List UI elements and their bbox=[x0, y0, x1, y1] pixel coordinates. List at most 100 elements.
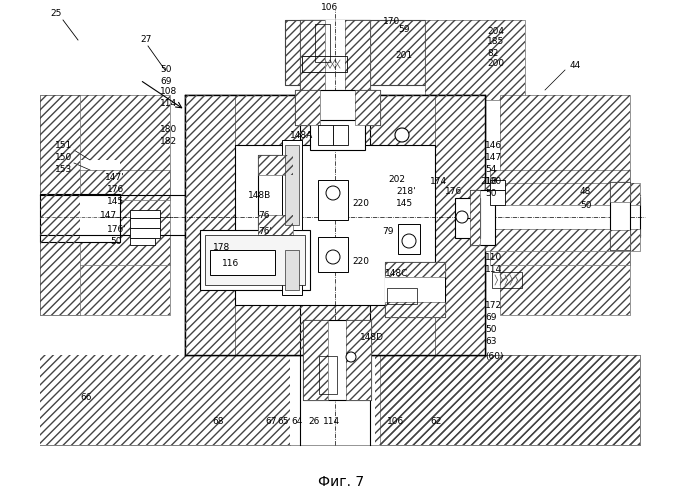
Text: 147: 147 bbox=[485, 152, 502, 162]
Text: 174: 174 bbox=[430, 178, 447, 186]
Bar bbox=[300, 20, 325, 95]
Bar bbox=[40, 95, 170, 315]
Text: 201: 201 bbox=[395, 50, 412, 59]
Bar bbox=[485, 229, 640, 251]
Text: Фиг. 7: Фиг. 7 bbox=[318, 475, 364, 489]
Text: 176: 176 bbox=[107, 186, 124, 194]
Bar bbox=[345, 20, 370, 95]
Bar bbox=[455, 198, 480, 218]
Text: 220: 220 bbox=[352, 258, 369, 266]
Bar bbox=[355, 20, 425, 85]
Bar bbox=[610, 230, 630, 250]
Text: 50: 50 bbox=[580, 202, 591, 210]
Text: 50: 50 bbox=[485, 324, 497, 334]
Text: 50: 50 bbox=[160, 66, 171, 74]
Bar bbox=[258, 215, 293, 235]
Text: 148C: 148C bbox=[385, 270, 408, 278]
Bar bbox=[425, 20, 525, 100]
Bar bbox=[435, 95, 485, 355]
Bar bbox=[258, 155, 293, 175]
Text: 220: 220 bbox=[352, 198, 369, 207]
Text: 151: 151 bbox=[55, 140, 72, 149]
Bar bbox=[455, 218, 480, 238]
Bar bbox=[385, 262, 445, 317]
Bar bbox=[485, 197, 640, 237]
Bar bbox=[185, 95, 235, 355]
Bar bbox=[315, 24, 330, 62]
Bar bbox=[285, 20, 355, 85]
Bar bbox=[258, 155, 293, 235]
Bar bbox=[40, 95, 170, 315]
Text: 148A: 148A bbox=[290, 130, 313, 140]
Text: 182: 182 bbox=[160, 136, 177, 145]
Bar bbox=[470, 190, 495, 245]
Circle shape bbox=[326, 186, 340, 200]
Bar bbox=[40, 95, 80, 315]
Bar bbox=[282, 245, 302, 295]
Text: 65: 65 bbox=[277, 418, 288, 426]
Bar bbox=[485, 183, 640, 205]
Bar bbox=[610, 182, 630, 202]
Text: 218': 218' bbox=[396, 188, 416, 196]
Bar bbox=[40, 95, 80, 315]
Bar bbox=[40, 355, 295, 445]
Text: 145: 145 bbox=[107, 198, 124, 206]
Bar bbox=[485, 229, 640, 251]
Bar bbox=[300, 20, 325, 95]
Text: 64: 64 bbox=[291, 418, 303, 426]
Bar bbox=[385, 262, 445, 277]
Text: 106: 106 bbox=[322, 2, 339, 12]
Text: 50: 50 bbox=[485, 188, 497, 198]
Bar bbox=[318, 180, 348, 220]
Bar bbox=[333, 125, 348, 145]
Bar bbox=[500, 95, 630, 315]
Text: 148D: 148D bbox=[360, 332, 384, 342]
Bar bbox=[385, 302, 445, 317]
Text: 69: 69 bbox=[485, 312, 497, 322]
Text: 59: 59 bbox=[398, 26, 410, 35]
Bar bbox=[40, 355, 290, 445]
Bar bbox=[40, 235, 170, 265]
Bar bbox=[285, 20, 425, 85]
Bar bbox=[40, 196, 80, 240]
Bar bbox=[40, 355, 640, 445]
Bar bbox=[200, 230, 310, 290]
Bar bbox=[387, 288, 417, 304]
Bar bbox=[258, 215, 293, 235]
Text: 114: 114 bbox=[160, 98, 177, 108]
Text: 176': 176' bbox=[107, 226, 127, 234]
Bar bbox=[490, 235, 630, 265]
Bar bbox=[303, 320, 328, 400]
Bar bbox=[490, 170, 630, 200]
Bar bbox=[490, 180, 505, 190]
Bar bbox=[490, 170, 630, 200]
Bar bbox=[435, 95, 485, 355]
Bar bbox=[185, 95, 485, 355]
Text: 172: 172 bbox=[485, 300, 502, 310]
Text: 25: 25 bbox=[50, 8, 61, 18]
Bar bbox=[210, 250, 275, 275]
Bar bbox=[40, 355, 640, 445]
Text: 170: 170 bbox=[383, 16, 400, 26]
Bar bbox=[40, 355, 290, 445]
Text: 100: 100 bbox=[485, 176, 502, 186]
Bar bbox=[40, 170, 170, 200]
Text: 108: 108 bbox=[160, 88, 178, 96]
Bar bbox=[235, 145, 435, 305]
Text: 76': 76' bbox=[258, 228, 272, 236]
Text: 150: 150 bbox=[55, 152, 72, 162]
Bar bbox=[385, 302, 445, 317]
Bar bbox=[500, 95, 630, 315]
Bar bbox=[385, 262, 445, 277]
Bar bbox=[282, 140, 302, 230]
Text: 26: 26 bbox=[308, 418, 320, 426]
Circle shape bbox=[346, 352, 356, 362]
Bar bbox=[490, 195, 630, 235]
Bar bbox=[130, 218, 160, 228]
Bar bbox=[285, 145, 299, 225]
Bar bbox=[610, 182, 630, 202]
Bar bbox=[40, 160, 120, 250]
Bar bbox=[295, 90, 320, 125]
Bar bbox=[295, 355, 375, 445]
Bar bbox=[285, 20, 425, 85]
